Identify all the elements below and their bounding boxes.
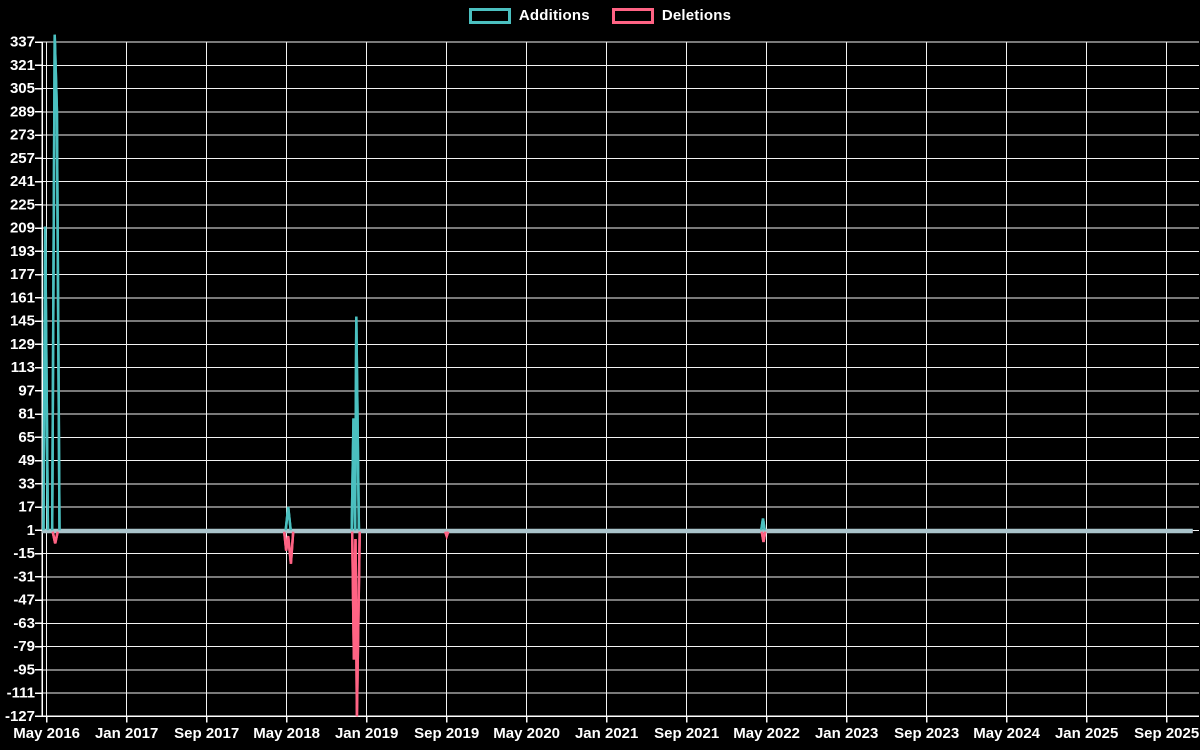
series-spike-deletions — [444, 531, 450, 540]
y-tick-label: 33 — [18, 475, 35, 492]
series-spike-additions — [50, 34, 61, 531]
x-tick-label: Sep 2023 — [894, 725, 959, 742]
y-tick-label: 161 — [10, 289, 35, 306]
y-tick-label: 17 — [18, 499, 35, 516]
y-tick-label: 273 — [10, 127, 35, 144]
y-tick-label: 241 — [10, 173, 35, 190]
x-tick-label: May 2020 — [493, 725, 560, 742]
legend-label-additions: Additions — [518, 7, 590, 24]
series-spike-deletions — [760, 531, 767, 543]
x-tick-label: Jan 2017 — [95, 725, 158, 742]
y-tick-label: -63 — [13, 615, 35, 632]
y-tick-label: 225 — [10, 196, 35, 213]
x-tick-label: May 2018 — [253, 725, 320, 742]
y-tick-label: -15 — [13, 545, 35, 562]
x-tick-label: May 2016 — [13, 725, 80, 742]
x-tick-label: Jan 2021 — [575, 725, 638, 742]
y-tick-label: -47 — [13, 592, 35, 609]
y-tick-label: 1 — [27, 522, 35, 539]
legend-item-additions[interactable]: Additions — [468, 7, 590, 24]
y-tick-label: 337 — [10, 34, 35, 51]
x-tick-label: Sep 2025 — [1134, 725, 1199, 742]
x-tick-label: May 2022 — [733, 725, 800, 742]
y-tick-label: 145 — [10, 313, 35, 330]
y-tick-label: -127 — [5, 708, 35, 725]
x-tick-label: Sep 2017 — [174, 725, 239, 742]
legend-label-deletions: Deletions — [661, 7, 732, 24]
y-tick-label: 209 — [10, 220, 35, 237]
y-tick-label: 257 — [10, 150, 35, 167]
y-tick-label: 65 — [18, 429, 35, 446]
y-tick-label: 177 — [10, 266, 35, 283]
y-tick-label: -79 — [13, 638, 35, 655]
series-spike-additions — [759, 518, 766, 531]
series-line-deletions — [42, 530, 1193, 717]
series-spike-deletions — [282, 531, 295, 564]
x-tick-label: Jan 2025 — [1055, 725, 1118, 742]
legend-swatch-additions — [468, 7, 511, 24]
legend-item-deletions[interactable]: Deletions — [611, 7, 732, 24]
series-spike-additions — [42, 226, 50, 531]
series-spike-deletions — [350, 531, 361, 717]
y-tick-label: -31 — [13, 568, 35, 585]
chart-legend: Additions Deletions — [0, 7, 1200, 24]
legend-swatch-deletions — [611, 7, 654, 24]
y-tick-label: 321 — [10, 57, 35, 74]
x-tick-label: Sep 2021 — [654, 725, 719, 742]
y-tick-label: 305 — [10, 80, 35, 97]
x-tick-label: Jan 2023 — [815, 725, 878, 742]
x-tick-label: Sep 2019 — [414, 725, 479, 742]
x-tick-label: May 2024 — [973, 725, 1040, 742]
series-spike-deletions — [51, 531, 59, 544]
x-tick-label: Jan 2019 — [335, 725, 398, 742]
y-tick-label: 49 — [18, 452, 35, 469]
series-spike-additions — [353, 316, 361, 531]
y-tick-label: 97 — [18, 382, 35, 399]
y-tick-label: 129 — [10, 336, 35, 353]
y-tick-label: 81 — [18, 406, 35, 423]
y-tick-label: 113 — [11, 359, 35, 376]
y-tick-label: 289 — [10, 103, 35, 120]
series-line-additions — [42, 34, 1193, 532]
y-tick-label: -95 — [13, 661, 35, 678]
y-tick-label: -111 — [7, 685, 35, 702]
y-tick-label: 193 — [10, 243, 35, 260]
series-spike-additions — [284, 506, 292, 531]
